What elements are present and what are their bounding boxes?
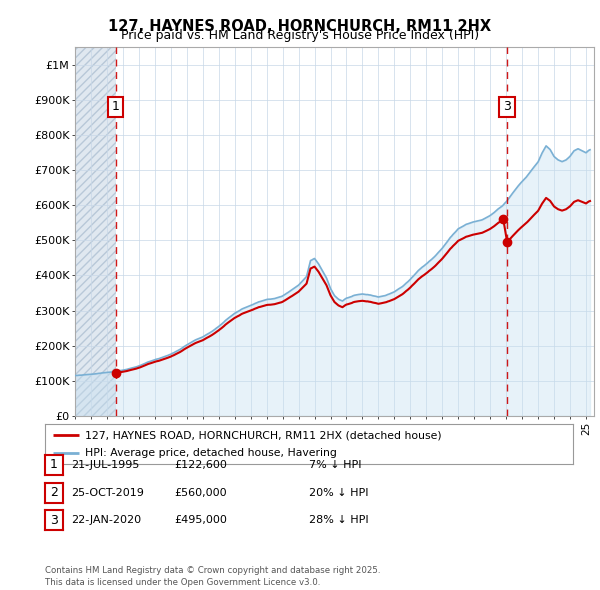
Text: 127, HAYNES ROAD, HORNCHURCH, RM11 2HX: 127, HAYNES ROAD, HORNCHURCH, RM11 2HX	[109, 19, 491, 34]
Text: 3: 3	[50, 514, 58, 527]
Text: Contains HM Land Registry data © Crown copyright and database right 2025.
This d: Contains HM Land Registry data © Crown c…	[45, 566, 380, 587]
Text: £122,600: £122,600	[174, 460, 227, 470]
Text: Price paid vs. HM Land Registry's House Price Index (HPI): Price paid vs. HM Land Registry's House …	[121, 30, 479, 42]
Text: 2: 2	[50, 486, 58, 499]
Text: 7% ↓ HPI: 7% ↓ HPI	[309, 460, 361, 470]
Text: 1: 1	[112, 100, 119, 113]
Text: 28% ↓ HPI: 28% ↓ HPI	[309, 516, 368, 525]
Text: 22-JAN-2020: 22-JAN-2020	[71, 516, 142, 525]
Text: 1: 1	[50, 458, 58, 471]
Text: 20% ↓ HPI: 20% ↓ HPI	[309, 488, 368, 497]
Text: HPI: Average price, detached house, Havering: HPI: Average price, detached house, Have…	[85, 448, 337, 458]
Bar	[75, 47, 116, 416]
Text: 25-OCT-2019: 25-OCT-2019	[71, 488, 144, 497]
Text: £495,000: £495,000	[174, 516, 227, 525]
Text: £560,000: £560,000	[174, 488, 227, 497]
Text: 21-JUL-1995: 21-JUL-1995	[71, 460, 140, 470]
Text: 127, HAYNES ROAD, HORNCHURCH, RM11 2HX (detached house): 127, HAYNES ROAD, HORNCHURCH, RM11 2HX (…	[85, 430, 441, 440]
Text: 3: 3	[503, 100, 511, 113]
